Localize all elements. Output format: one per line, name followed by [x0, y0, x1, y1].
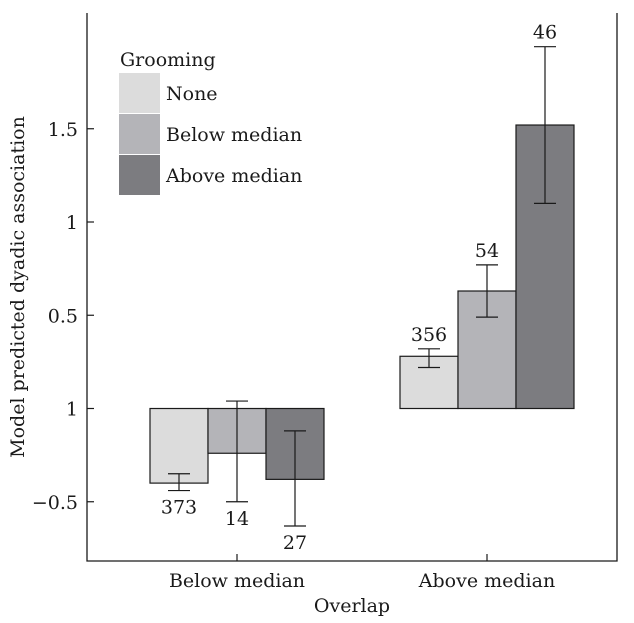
error-bar-below-median-above-median: [476, 264, 498, 318]
legend-label-none: None: [166, 83, 218, 105]
error-bar-above-median-below-median: [284, 430, 306, 527]
y-tick-label: 1: [66, 212, 78, 234]
x-tick-label-below-median: Below median: [169, 570, 305, 592]
error-bars: [168, 46, 556, 527]
sample-size-label: 373: [161, 497, 197, 519]
legend: Grooming None Below median Above median: [119, 49, 302, 195]
sample-size-label: 46: [533, 22, 557, 44]
y-tick-label: 0.5: [48, 305, 78, 327]
legend-swatch-none: [119, 73, 160, 113]
error-bar-above-median-above-median: [534, 46, 556, 204]
sample-size-label: 14: [225, 508, 249, 530]
sample-size-label: 27: [283, 532, 307, 554]
sample-size-labels: 373 356 14 54 27 46: [161, 22, 557, 554]
x-axis-title: Overlap: [314, 595, 390, 617]
x-axis: Below median Above median: [169, 554, 555, 592]
bar-none-above-median: [399, 355, 459, 410]
error-bar-below-median-below-median: [226, 400, 248, 503]
plot-frame: [86, 13, 618, 562]
y-tick-label: 1: [66, 399, 78, 421]
plot-area: −0.5 1 0.5 1 1.5 373 356 14 54 27 46 Below median…: [32, 13, 618, 592]
legend-swatch-above-median: [119, 155, 160, 195]
bar-none-below-median: [149, 407, 209, 484]
error-bar-none-below-median: [168, 473, 190, 492]
error-bar-none-above-median: [418, 348, 440, 369]
legend-swatch-below-median: [119, 114, 160, 154]
y-axis-title: Model predicted dyadic association: [7, 116, 29, 458]
legend-label-below-median: Below median: [166, 124, 302, 146]
sample-size-label: 356: [411, 324, 447, 346]
legend-label-above-median: Above median: [165, 165, 302, 187]
y-axis: −0.5 1 0.5 1 1.5: [32, 119, 94, 514]
legend-title: Grooming: [120, 49, 216, 71]
y-tick-label: −0.5: [32, 492, 78, 514]
x-tick-label-above-median: Above median: [418, 570, 555, 592]
sample-size-label: 54: [475, 240, 499, 262]
y-tick-label: 1.5: [48, 119, 78, 141]
